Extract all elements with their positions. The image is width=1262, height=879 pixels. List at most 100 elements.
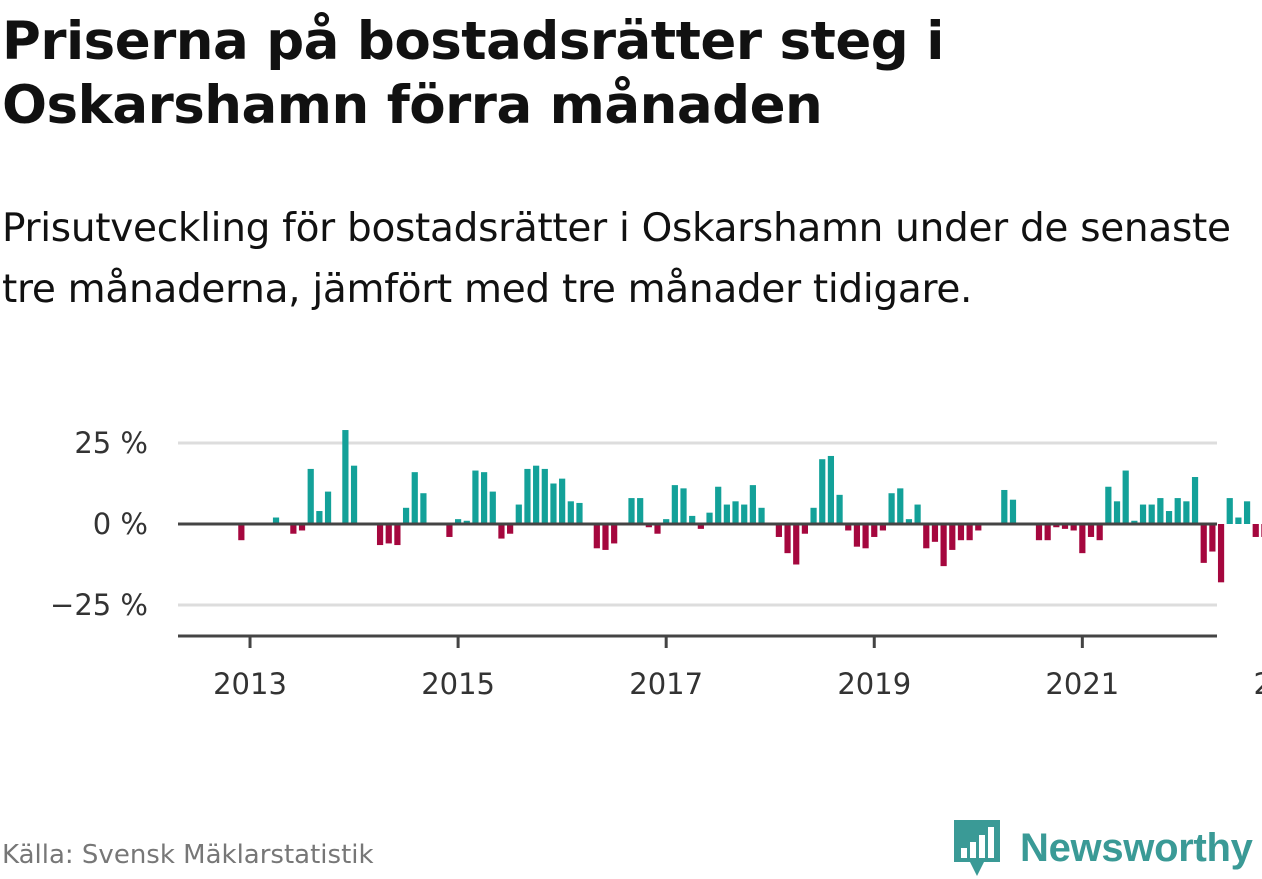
bar xyxy=(611,524,618,544)
bar xyxy=(741,504,748,524)
bar xyxy=(689,515,696,524)
bar xyxy=(671,485,678,524)
bar xyxy=(949,524,956,550)
source-note: Källa: Svensk Mäklarstatistik xyxy=(2,840,374,870)
bar xyxy=(931,524,939,542)
bar xyxy=(455,519,462,524)
bar xyxy=(394,524,401,546)
bar xyxy=(957,524,965,541)
bar xyxy=(1061,524,1069,529)
bar xyxy=(1209,524,1216,552)
bar xyxy=(559,478,566,524)
bar xyxy=(871,524,878,537)
bar xyxy=(593,524,600,549)
bar xyxy=(1113,501,1121,524)
bar xyxy=(1087,524,1095,537)
bar xyxy=(1070,524,1077,531)
bar xyxy=(1191,477,1199,524)
bar xyxy=(481,472,488,524)
bar xyxy=(845,524,852,531)
bar xyxy=(697,524,704,529)
bar xyxy=(1243,501,1251,524)
bar xyxy=(905,519,913,524)
bar xyxy=(524,468,531,524)
bar xyxy=(793,524,800,565)
bar xyxy=(1200,524,1207,563)
bar xyxy=(897,488,904,524)
y-tick-label: 0 % xyxy=(93,507,148,541)
x-tick-label: 2015 xyxy=(421,667,495,701)
bar xyxy=(541,468,548,524)
bar xyxy=(342,430,349,524)
bar xyxy=(1105,486,1112,524)
bar xyxy=(1235,517,1242,524)
bar xyxy=(1217,524,1225,583)
bar xyxy=(602,524,609,550)
bar xyxy=(463,520,470,524)
bar xyxy=(654,524,661,534)
newsworthy-brand[interactable]: Newsworthy xyxy=(952,818,1253,878)
bar xyxy=(810,507,817,524)
chart-title: Priserna på bostadsrätter steg i Oskarsh… xyxy=(2,11,944,136)
bar xyxy=(775,524,782,537)
bar xyxy=(350,465,358,524)
bar xyxy=(1226,498,1233,524)
bar xyxy=(298,524,306,531)
bar xyxy=(879,524,887,531)
bar xyxy=(853,524,861,547)
bar xyxy=(376,524,384,546)
bar xyxy=(567,501,574,524)
bar xyxy=(966,524,973,541)
bar xyxy=(550,483,557,524)
newsworthy-logo-icon xyxy=(954,820,1000,876)
bar xyxy=(819,459,826,524)
bar xyxy=(1252,524,1259,537)
y-tick-label: 25 % xyxy=(74,426,148,460)
bar xyxy=(758,507,765,524)
bar xyxy=(706,512,713,524)
x-tick-label: 2023 xyxy=(1254,667,1262,701)
bar xyxy=(888,493,895,524)
bar xyxy=(1009,499,1017,524)
bar xyxy=(1001,489,1008,524)
bar xyxy=(1122,470,1129,524)
bar xyxy=(1165,511,1173,524)
bar xyxy=(472,470,479,524)
bar xyxy=(420,493,427,524)
bar xyxy=(680,488,687,524)
bar xyxy=(862,524,869,549)
bar xyxy=(307,468,314,524)
bar xyxy=(385,524,392,544)
bar xyxy=(238,524,245,541)
bar xyxy=(940,524,947,567)
bar xyxy=(507,524,514,534)
bar-chart: 25 %0 %−25 %20132015201720192021202310 % xyxy=(50,426,1262,701)
bar xyxy=(498,524,505,539)
bar xyxy=(489,491,496,524)
bar xyxy=(1139,504,1147,524)
bar xyxy=(1044,524,1051,541)
bar xyxy=(316,511,323,524)
bar xyxy=(515,504,522,524)
x-tick-label: 2019 xyxy=(837,667,911,701)
bar xyxy=(715,486,722,524)
bar xyxy=(645,524,652,528)
bar xyxy=(1174,498,1181,524)
bar xyxy=(663,519,670,524)
bar xyxy=(1053,524,1060,528)
bar xyxy=(637,498,644,524)
bar xyxy=(1131,520,1138,524)
bar xyxy=(1183,501,1190,524)
bar xyxy=(836,494,843,524)
x-tick-label: 2021 xyxy=(1045,667,1119,701)
bar xyxy=(411,472,418,524)
chart-subtitle: Prisutveckling för bostadsrätter i Oskar… xyxy=(2,206,1231,312)
bar xyxy=(1079,524,1086,554)
bar xyxy=(1035,524,1043,541)
bar xyxy=(749,485,756,524)
bar xyxy=(272,517,280,524)
bar xyxy=(975,524,982,531)
bar xyxy=(1148,504,1155,524)
x-tick-label: 2013 xyxy=(213,667,287,701)
bar xyxy=(1157,498,1164,524)
